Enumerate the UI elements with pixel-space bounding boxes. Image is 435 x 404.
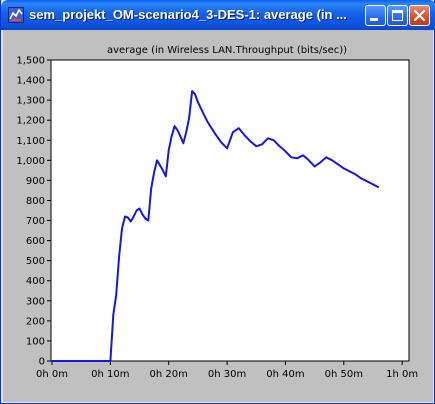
minimize-button[interactable] bbox=[365, 5, 386, 26]
y-axis: 0 100 200 300 400 500 600 700 800 900 1,000 1,100 1,… bbox=[16, 56, 51, 368]
plot-area bbox=[50, 59, 410, 362]
y-tick-label: 700 bbox=[26, 216, 45, 227]
x-tick-label: 1h 0m bbox=[386, 369, 418, 380]
y-tick-label: 400 bbox=[26, 276, 45, 287]
y-tick-label: 500 bbox=[26, 256, 45, 267]
throughput-series-line bbox=[52, 90, 380, 362]
x-tick-label: 0h 10m bbox=[91, 369, 129, 380]
y-tick-label: 600 bbox=[26, 236, 45, 247]
x-tick-label: 0h 30m bbox=[208, 369, 246, 380]
window-title: sem_projekt_OM-scenario4_3-DES-1: averag… bbox=[29, 7, 347, 22]
y-tick-label: 1,300 bbox=[16, 96, 45, 107]
title-bar[interactable]: sem_projekt_OM-scenario4_3-DES-1: averag… bbox=[1, 0, 435, 30]
x-tick-label: 0h 20m bbox=[150, 369, 188, 380]
y-tick-label: 1,200 bbox=[16, 116, 45, 127]
close-button[interactable] bbox=[409, 5, 430, 26]
y-tick-label: 900 bbox=[26, 176, 45, 187]
minimize-icon bbox=[370, 18, 378, 21]
throughput-chart: average (in Wireless LAN.Throughput (bit… bbox=[16, 45, 418, 380]
maximize-button[interactable] bbox=[387, 5, 408, 26]
y-tick-label: 300 bbox=[26, 296, 45, 307]
chart-app-icon bbox=[8, 7, 24, 23]
y-tick-label: 800 bbox=[26, 196, 45, 207]
y-tick-label: 1,000 bbox=[16, 156, 45, 167]
x-axis: 0h 0m 0h 10m 0h 20m 0h 30m 0h 40m 0h 50m 1h 0m bbox=[36, 361, 418, 380]
x-tick-label: 0h 50m bbox=[325, 369, 363, 380]
close-icon bbox=[413, 9, 426, 22]
x-tick-label: 0h 0m bbox=[36, 369, 68, 380]
y-tick-label: 100 bbox=[26, 336, 45, 347]
chart-title: average (in Wireless LAN.Throughput (bit… bbox=[107, 45, 347, 56]
y-tick-label: 1,400 bbox=[16, 76, 45, 87]
y-tick-label: 0 bbox=[39, 357, 45, 368]
x-tick-label: 0h 40m bbox=[266, 369, 304, 380]
plot-panel: average (in Wireless LAN.Throughput (bit… bbox=[3, 30, 433, 402]
y-tick-label: 1,100 bbox=[16, 136, 45, 147]
y-tick-label: 1,500 bbox=[16, 56, 45, 67]
y-tick-label: 200 bbox=[26, 316, 45, 327]
maximize-icon bbox=[392, 10, 403, 21]
